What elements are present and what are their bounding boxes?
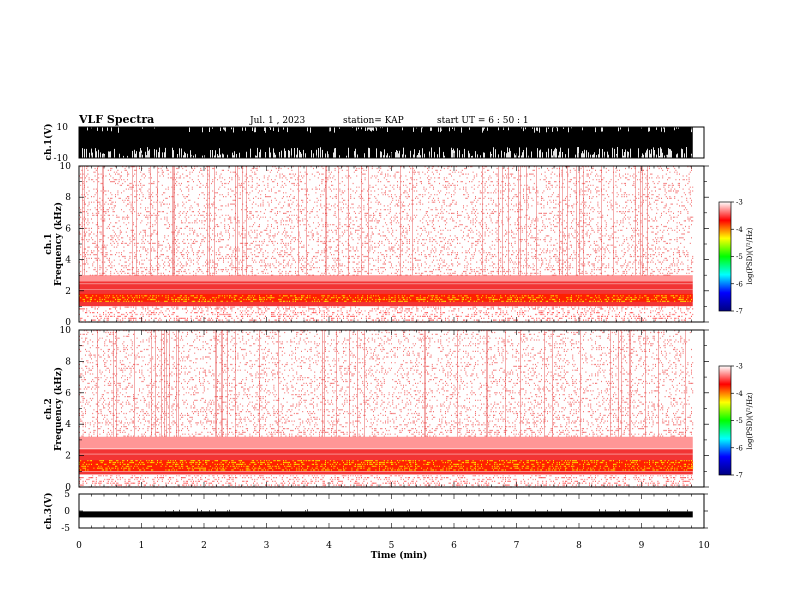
start-ut-label: start UT = 6 : 50 : 1 — [437, 116, 529, 126]
colorbar-tick-label: -6 — [736, 280, 743, 288]
freq-tick-label: 10 — [60, 162, 72, 172]
freq-tick-label: 6 — [65, 389, 71, 399]
date-label: Jul. 1 , 2023 — [249, 116, 305, 126]
band-low — [79, 436, 693, 450]
ch3-band — [79, 511, 693, 518]
time-tick-label: 0 — [76, 541, 82, 551]
ch2-spectrogram-ylabel-frequency: Frequency (kHz) — [53, 367, 64, 451]
station-label: station= KAP — [343, 116, 404, 126]
time-tick-label: 5 — [389, 541, 395, 551]
time-tick-label: 9 — [639, 541, 645, 551]
waveform-envelope — [79, 127, 693, 158]
time-axis-label: Time (min) — [371, 550, 428, 561]
colorbar-tick-label: -4 — [736, 226, 743, 234]
colorbar-tick-label: -3 — [736, 363, 743, 371]
ch1-spectrogram-xticks — [78, 166, 705, 322]
ch1-waveform-ylabel: ch.1(V) — [43, 124, 54, 161]
ch2-spectrogram-heatmap — [79, 330, 694, 488]
time-tick-label: 1 — [139, 541, 145, 551]
ch1-colorbar: -3 -4 -5 -6 -7 log(PSD)(V²/Hz) — [718, 199, 754, 316]
colorbar-tick-label: -5 — [736, 253, 743, 261]
ch1-colorbar-ticks: -3 -4 -5 -6 -7 — [731, 199, 743, 316]
ch2-colorbar-ticks: -3 -4 -5 -6 -7 — [731, 363, 743, 480]
ch1-spectrogram-yticks: 0 2 4 6 8 10 — [60, 162, 709, 328]
ch1-colorbar-ramp — [718, 201, 732, 312]
freq-tick-label: 0 — [65, 483, 71, 493]
ch1-waveform-panel: 10 -10 ch.1(V) — [43, 123, 705, 164]
time-axis-tick-labels: 0 1 2 3 4 5 6 7 8 9 10 — [76, 541, 710, 551]
band-medium — [79, 281, 693, 307]
ch1-waveform-trace — [79, 127, 693, 158]
colorbar-tick-label: -4 — [736, 390, 743, 398]
ch3-ytick-label: 5 — [64, 490, 70, 500]
freq-tick-label: 2 — [65, 452, 71, 462]
ch1-ytick-top: 10 — [57, 123, 69, 133]
waveform-gaps — [82, 127, 692, 158]
freq-tick-label: 8 — [65, 193, 71, 203]
colorbar-tick-label: -5 — [736, 417, 743, 425]
speckle-medium — [79, 475, 694, 488]
freq-tick-label: 8 — [65, 357, 71, 367]
speckle-low — [79, 330, 694, 437]
time-tick-label: 10 — [698, 541, 710, 551]
ch3-spikes — [165, 508, 688, 512]
time-tick-label: 6 — [451, 541, 457, 551]
band-low — [79, 275, 693, 282]
ch1-spectrogram-ylabel-frequency: Frequency (kHz) — [53, 202, 64, 286]
freq-tick-label: 0 — [65, 318, 71, 328]
ch1-spectrogram-panel: 0 2 4 6 8 10 ch.1 Frequency (kHz) — [44, 162, 709, 328]
speckle-low — [79, 166, 694, 276]
impulse-streaks — [82, 166, 648, 276]
ch2-spectrogram-yticks: 0 2 4 6 8 10 — [60, 326, 709, 493]
ch2-spectrogram-panel: 0 2 4 6 8 10 ch.2 Frequency (kHz) — [44, 326, 709, 493]
time-tick-label: 3 — [264, 541, 270, 551]
time-tick-label: 7 — [514, 541, 520, 551]
freq-tick-label: 4 — [65, 420, 71, 430]
impulse-streaks — [97, 330, 686, 437]
speckle-medium — [79, 306, 694, 323]
ch3-waveform-trace — [79, 508, 693, 518]
ch3-waveform-ylabel: ch.3(V) — [43, 493, 54, 530]
ch2-colorbar-label: log(PSD)(V²/Hz) — [746, 392, 754, 449]
time-tick-label: 4 — [326, 541, 332, 551]
ch2-spectrogram-xticks — [78, 330, 705, 487]
colorbar-tick-label: -3 — [736, 199, 743, 207]
freq-tick-label: 4 — [65, 256, 71, 266]
ch2-colorbar: -3 -4 -5 -6 -7 log(PSD)(V²/Hz) — [718, 363, 754, 480]
freq-tick-label: 6 — [65, 224, 71, 234]
band-high — [79, 293, 693, 302]
ch2-colorbar-ramp — [718, 365, 732, 476]
colorbar-tick-label: -6 — [736, 444, 743, 452]
time-tick-label: 2 — [201, 541, 207, 551]
freq-tick-label: 2 — [65, 287, 71, 297]
time-tick-label: 8 — [576, 541, 582, 551]
ch3-waveform-xticks — [78, 494, 705, 528]
ch1-colorbar-label: log(PSD)(V²/Hz) — [746, 227, 754, 284]
ch3-ytick-label: 0 — [64, 507, 70, 517]
freq-tick-label: 10 — [60, 326, 72, 336]
ch1-spectrogram-ylabel-channel: ch.1 — [44, 233, 54, 254]
colorbar-tick-label: -7 — [736, 308, 743, 316]
ch2-spectrogram-ylabel-channel: ch.2 — [44, 398, 54, 419]
ch3-ytick-label: -5 — [61, 524, 70, 534]
figure-title: VLF Spectra — [78, 113, 154, 126]
ch3-waveform-panel: 5 0 -5 ch.3(V) — [43, 490, 708, 534]
ch1-ytick-bottom: -10 — [54, 154, 69, 164]
ch3-waveform-yticks: 5 0 -5 — [61, 490, 708, 534]
ch1-spectrogram-heatmap — [79, 166, 694, 323]
ch1-waveform-xticks — [78, 127, 705, 158]
colorbar-tick-label: -7 — [736, 472, 743, 480]
